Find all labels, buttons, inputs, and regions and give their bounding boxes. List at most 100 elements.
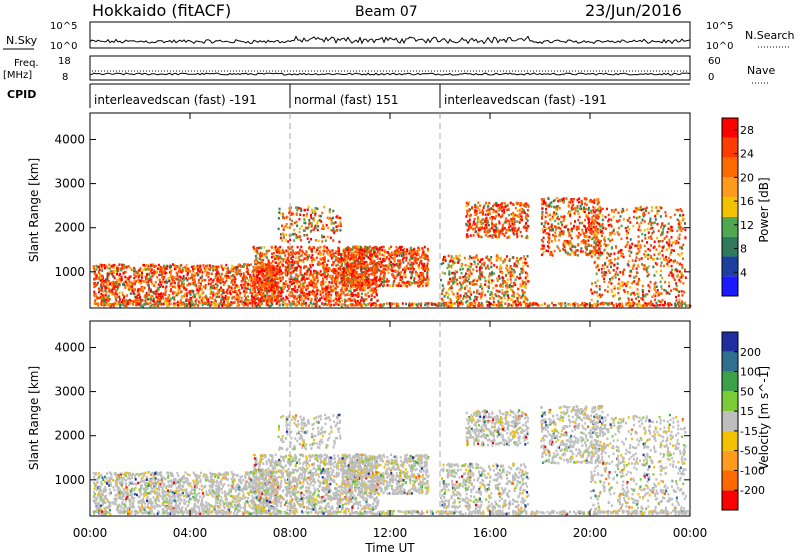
- range-gate-cell: [397, 259, 399, 262]
- range-gate-cell: [540, 238, 543, 242]
- range-gate-cell: [423, 267, 426, 270]
- range-gate-cell: [223, 296, 225, 300]
- range-gate-cell: [340, 273, 343, 276]
- range-gate-cell: [507, 226, 510, 229]
- range-gate-cell: [493, 230, 495, 233]
- range-gate-cell: [94, 299, 97, 302]
- range-gate-cell: [596, 198, 598, 201]
- range-gate-cell: [192, 278, 195, 281]
- range-gate-cell: [337, 224, 340, 227]
- range-gate-cell: [187, 282, 190, 286]
- range-gate-cell: [267, 296, 270, 300]
- range-gate-cell: [464, 287, 467, 290]
- range-gate-cell: [133, 276, 136, 280]
- freq-tick-bottom: 8: [62, 72, 68, 83]
- range-gate-cell: [261, 252, 264, 256]
- range-gate-cell: [243, 285, 246, 288]
- range-gate-cell: [250, 294, 253, 298]
- range-gate-cell: [492, 296, 495, 300]
- range-gate-cell: [395, 284, 398, 287]
- range-gate-cell: [469, 282, 471, 285]
- range-gate-cell: [412, 251, 415, 254]
- range-gate-cell: [166, 298, 169, 301]
- range-gate-cell: [487, 213, 490, 216]
- range-gate-cell: [592, 209, 595, 212]
- range-gate-cell: [593, 222, 596, 226]
- range-gate-cell: [383, 254, 386, 257]
- range-gate-cell: [274, 255, 277, 259]
- range-gate-cell: [360, 246, 362, 249]
- range-gate-cell: [152, 273, 155, 276]
- range-gate-cell: [426, 283, 429, 286]
- range-gate-cell: [357, 279, 360, 282]
- range-gate-cell: [569, 222, 572, 225]
- range-gate-cell: [204, 287, 207, 290]
- range-gate-cell: [100, 299, 103, 302]
- range-gate-cell: [277, 227, 280, 231]
- range-gate-cell: [391, 253, 394, 257]
- range-gate-cell: [122, 272, 125, 275]
- range-gate-cell: [322, 287, 324, 290]
- range-gate-cell: [284, 298, 287, 302]
- range-gate-cell: [279, 291, 282, 295]
- range-gate-cell: [263, 299, 266, 302]
- range-gate-cell: [134, 295, 137, 299]
- range-gate-cell: [601, 225, 604, 228]
- range-gate-cell: [325, 270, 328, 273]
- range-gate-cell: [281, 271, 284, 275]
- range-gate-cell: [588, 200, 591, 203]
- range-gate-cell: [349, 264, 352, 268]
- range-gate-cell: [262, 263, 265, 266]
- range-gate-cell: [359, 286, 361, 289]
- range-gate-cell: [517, 201, 520, 205]
- range-gate-cell: [586, 215, 589, 218]
- range-gate-cell: [266, 277, 269, 280]
- range-gate-cell: [329, 300, 332, 303]
- range-gate-cell: [462, 297, 465, 300]
- range-gate-cell: [112, 271, 115, 274]
- range-gate-cell: [588, 223, 591, 227]
- range-gate-cell: [557, 205, 560, 208]
- range-gate-cell: [335, 277, 338, 280]
- range-gate-cell: [102, 290, 105, 293]
- range-gate-cell: [293, 228, 296, 232]
- range-gate-cell: [509, 229, 512, 232]
- range-gate-cell: [509, 278, 512, 281]
- range-gate-cell: [475, 225, 478, 228]
- range-gate-cell: [172, 292, 175, 295]
- range-gate-cell: [496, 279, 499, 282]
- range-gate-cell: [161, 272, 163, 275]
- range-gate-cell: [590, 255, 593, 258]
- range-gate-cell: [388, 253, 390, 257]
- range-gate-cell: [323, 287, 326, 291]
- range-gate-cell: [603, 277, 606, 280]
- range-gate-cell: [504, 284, 507, 288]
- range-gate-cell: [511, 222, 514, 225]
- range-gate-cell: [245, 287, 248, 290]
- range-gate-cell: [585, 231, 588, 234]
- range-gate-cell: [173, 264, 176, 267]
- range-gate-cell: [577, 235, 580, 238]
- range-gate-cell: [140, 289, 143, 292]
- range-gate-cell: [306, 270, 309, 273]
- range-gate-cell: [177, 289, 180, 292]
- range-gate-cell: [298, 227, 301, 230]
- range-gate-cell: [347, 264, 350, 268]
- range-gate-cell: [243, 290, 245, 293]
- range-gate-cell: [522, 265, 525, 268]
- range-gate-cell: [369, 257, 372, 261]
- range-gate-cell: [487, 286, 490, 289]
- range-gate-cell: [409, 263, 412, 267]
- range-gate-cell: [206, 271, 209, 274]
- range-gate-cell: [291, 300, 294, 303]
- range-gate-cell: [104, 264, 107, 268]
- range-gate-cell: [252, 247, 255, 250]
- range-gate-cell: [496, 290, 499, 293]
- range-gate-cell: [200, 288, 203, 291]
- range-gate-cell: [336, 228, 339, 232]
- range-gate-cell: [324, 287, 327, 290]
- range-gate-cell: [453, 275, 456, 279]
- range-gate-cell: [259, 270, 262, 274]
- range-gate-cell: [228, 286, 230, 289]
- range-gate-cell: [220, 277, 223, 281]
